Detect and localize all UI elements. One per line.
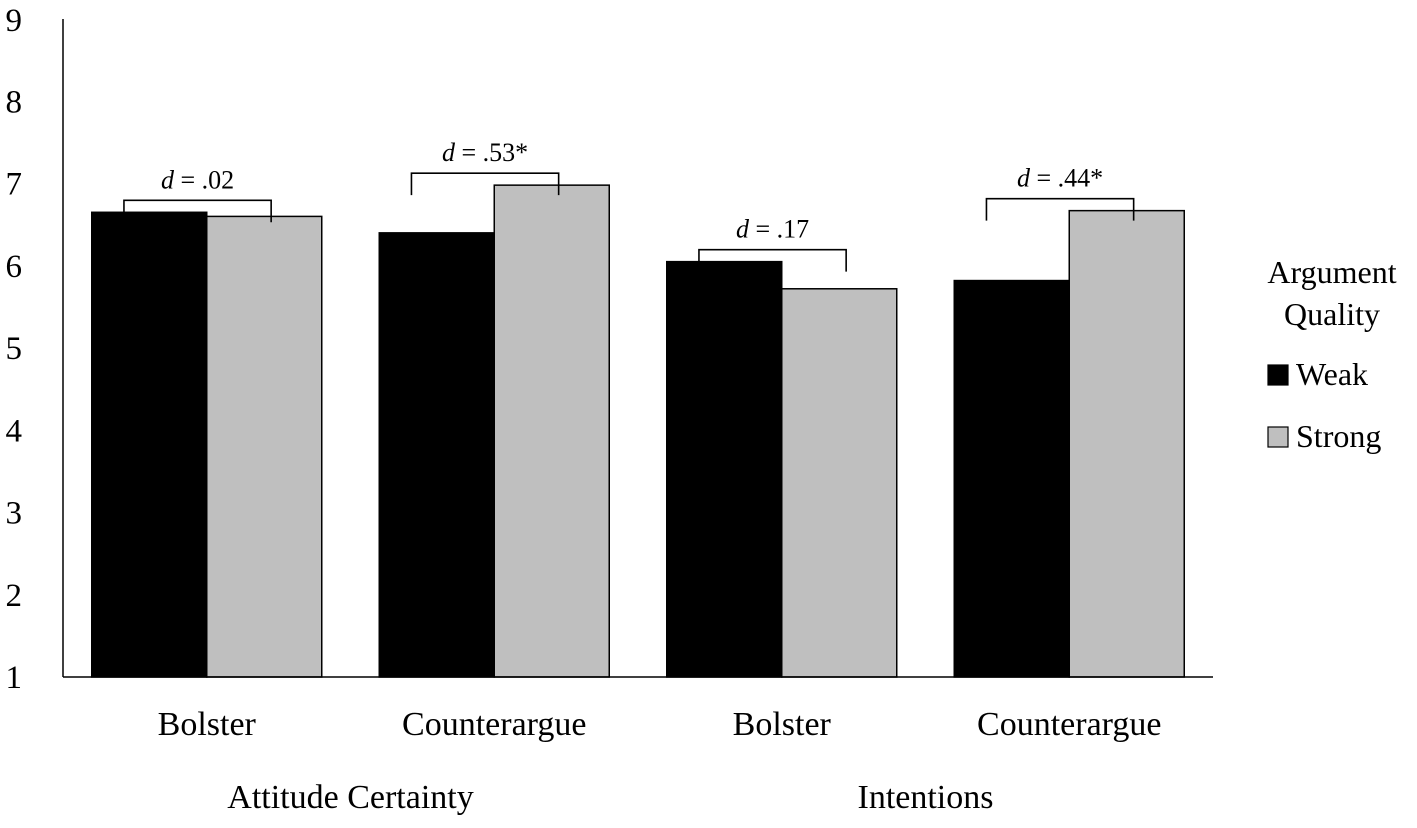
legend-label-weak: Weak — [1296, 356, 1368, 392]
legend-swatch-weak — [1267, 364, 1289, 386]
annotation-label-1: d = .53* — [442, 138, 528, 167]
annotation-label-2: d = .17 — [736, 215, 809, 244]
y-tick-label-6: 6 — [6, 249, 23, 285]
annotation-bracket-2 — [698, 248, 847, 272]
annotation-bracket-1 — [410, 172, 560, 196]
x-category-label-0: Bolster — [158, 706, 257, 743]
bar-strong-0 — [206, 215, 323, 678]
annotation-bracket-0 — [123, 199, 272, 223]
annotation-label-3: d = .44* — [1017, 164, 1103, 193]
x-category-label-1: Counterargue — [402, 706, 586, 743]
bar-weak-1 — [378, 232, 495, 678]
bar-weak-3 — [953, 279, 1070, 678]
bar-strong-1 — [493, 184, 610, 678]
annotation-value-2: = .17 — [749, 215, 809, 244]
legend-label-strong: Strong — [1296, 418, 1381, 454]
bar-weak-2 — [666, 260, 783, 678]
annotation-label-0: d = .02 — [161, 165, 234, 194]
legend-swatch-strong — [1267, 426, 1289, 448]
y-tick-label-8: 8 — [6, 84, 23, 120]
legend-title-line-1: Quality — [1284, 296, 1380, 332]
annotations-layer: d = .02d = .53*d = .17d = .44* — [123, 138, 1135, 272]
y-tick-label-1: 1 — [6, 660, 23, 696]
x-category-label-3: Counterargue — [977, 706, 1161, 743]
bar-strong-2 — [781, 288, 898, 678]
annotation-value-0: = .02 — [174, 165, 234, 194]
legend-title-line-0: Argument — [1267, 254, 1396, 290]
x-group-label-1: Intentions — [858, 779, 994, 816]
y-tick-label-3: 3 — [6, 496, 23, 532]
bar-weak-0 — [91, 211, 208, 678]
annotation-d-symbol-3: d — [1017, 164, 1031, 193]
category-labels-layer: Bolster Counterargue Bolster Counterargue At… — [158, 706, 1162, 816]
annotation-d-symbol-2: d — [736, 215, 750, 244]
y-tick-label-5: 5 — [6, 331, 23, 367]
bar-strong-3 — [1068, 209, 1185, 678]
y-tick-label-2: 2 — [6, 578, 23, 614]
axes-layer — [62, 19, 1213, 678]
y-tick-label-7: 7 — [6, 167, 23, 203]
legend: Argument Quality Weak Strong — [1267, 254, 1397, 454]
bars-layer — [91, 184, 1185, 678]
annotation-value-3: = .44* — [1030, 164, 1103, 193]
annotation-value-1: = .53* — [455, 138, 528, 167]
y-tick-label-4: 4 — [6, 413, 23, 449]
annotation-d-symbol-0: d — [161, 165, 175, 194]
annotation-d-symbol-1: d — [442, 138, 456, 167]
x-group-label-0: Attitude Certainty — [227, 779, 473, 816]
x-category-label-2: Bolster — [733, 706, 832, 743]
y-ticks-layer: 1 2 3 4 5 6 7 8 9 — [6, 3, 23, 696]
annotation-bracket-3 — [985, 197, 1135, 221]
y-tick-label-9: 9 — [6, 3, 23, 39]
